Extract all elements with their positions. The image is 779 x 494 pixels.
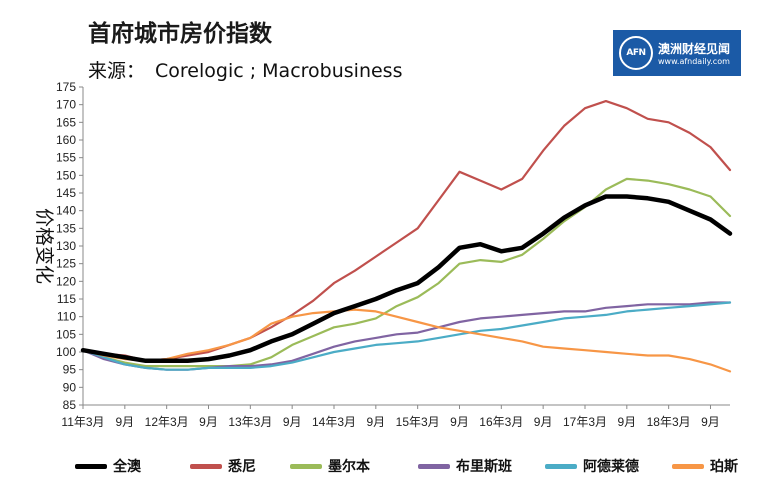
legend-label: 墨尔本	[328, 459, 370, 475]
brand-logo-url: www.afndaily.com	[658, 57, 730, 66]
x-tick-label: 9月	[115, 415, 134, 429]
chart-legend: 全澳 悉尼 墨尔本 布里斯班 阿德莱德 珀斯	[0, 454, 779, 478]
series-line-1	[80, 194, 733, 364]
chart-source: 来源： Corelogic ; Macrobusiness	[88, 56, 402, 83]
y-tick-label: 150	[56, 168, 76, 182]
x-tick-label: 13年3月	[228, 415, 272, 429]
y-tick-label: 175	[56, 80, 76, 94]
legend-item: 全澳	[75, 454, 141, 478]
y-tick-label: 140	[56, 204, 76, 218]
series-line-6	[81, 308, 732, 373]
series-line-2	[81, 99, 732, 362]
legend-item: 墨尔本	[290, 454, 370, 478]
x-tick-label: 15年3月	[396, 415, 440, 429]
legend-label: 阿德莱德	[583, 459, 639, 475]
y-tick-label: 105	[56, 327, 76, 341]
x-tick-label: 9月	[283, 415, 302, 429]
y-tick-label: 115	[57, 292, 76, 306]
x-tick-label: 17年3月	[563, 415, 607, 429]
legend-swatch	[290, 463, 322, 469]
y-tick-label: 100	[56, 345, 76, 359]
y-axis-label: 价格变化	[33, 208, 55, 284]
legend-swatch	[190, 463, 222, 469]
legend-swatch	[672, 463, 704, 469]
x-tick-label: 11年3月	[61, 415, 104, 429]
y-tick-label: 160	[56, 133, 76, 147]
legend-item: 阿德莱德	[545, 454, 639, 478]
chart-series	[80, 99, 733, 373]
y-tick-label: 85	[63, 398, 77, 412]
legend-item: 珀斯	[672, 454, 738, 478]
legend-label: 珀斯	[710, 459, 738, 475]
source-label: 来源：	[88, 60, 146, 82]
series-line-5	[81, 301, 732, 371]
x-tick-label: 9月	[199, 415, 218, 429]
legend-item: 悉尼	[190, 454, 256, 478]
legend-label: 全澳	[113, 459, 141, 475]
y-tick-label: 130	[56, 239, 76, 253]
y-tick-label: 110	[57, 310, 76, 324]
chart-axes: 85 90 95 100 105 110 115 120 125 130 135 140 145 150 1…	[56, 80, 730, 429]
legend-swatch	[418, 463, 450, 469]
legend-swatch	[545, 463, 577, 469]
x-tick-label: 9月	[534, 415, 553, 429]
x-tick-label: 9月	[450, 415, 469, 429]
legend-swatch	[75, 463, 107, 469]
brand-logo-name: 澳洲财经见闻	[658, 42, 731, 56]
x-tick-label: 9月	[701, 415, 720, 429]
y-tick-label: 90	[63, 380, 77, 394]
x-tick-label: 9月	[617, 415, 636, 429]
series-line-3	[81, 177, 732, 368]
legend-label: 布里斯班	[456, 459, 512, 475]
legend-label: 悉尼	[228, 459, 256, 475]
y-tick-label: 95	[63, 363, 77, 377]
x-tick-label: 9月	[366, 415, 385, 429]
brand-logo: AFN 澳洲财经见闻 www.afndaily.com	[613, 30, 741, 76]
brand-logo-mark: AFN	[619, 36, 653, 70]
y-tick-label: 145	[56, 186, 76, 200]
legend-item: 布里斯班	[418, 454, 512, 478]
x-tick-label: 14年3月	[312, 415, 356, 429]
x-tick-label: 12年3月	[145, 415, 189, 429]
y-tick-label: 170	[56, 98, 76, 112]
y-tick-label: 135	[56, 221, 76, 235]
y-tick-label: 165	[56, 115, 76, 129]
y-tick-label: 155	[56, 151, 76, 165]
chart-title: 首府城市房价指数	[88, 21, 272, 47]
x-tick-label: 18年3月	[647, 415, 691, 429]
x-tick-label: 16年3月	[479, 415, 523, 429]
y-tick-label: 125	[56, 257, 76, 271]
source-value: Corelogic ; Macrobusiness	[155, 60, 403, 82]
y-tick-label: 120	[56, 274, 76, 288]
